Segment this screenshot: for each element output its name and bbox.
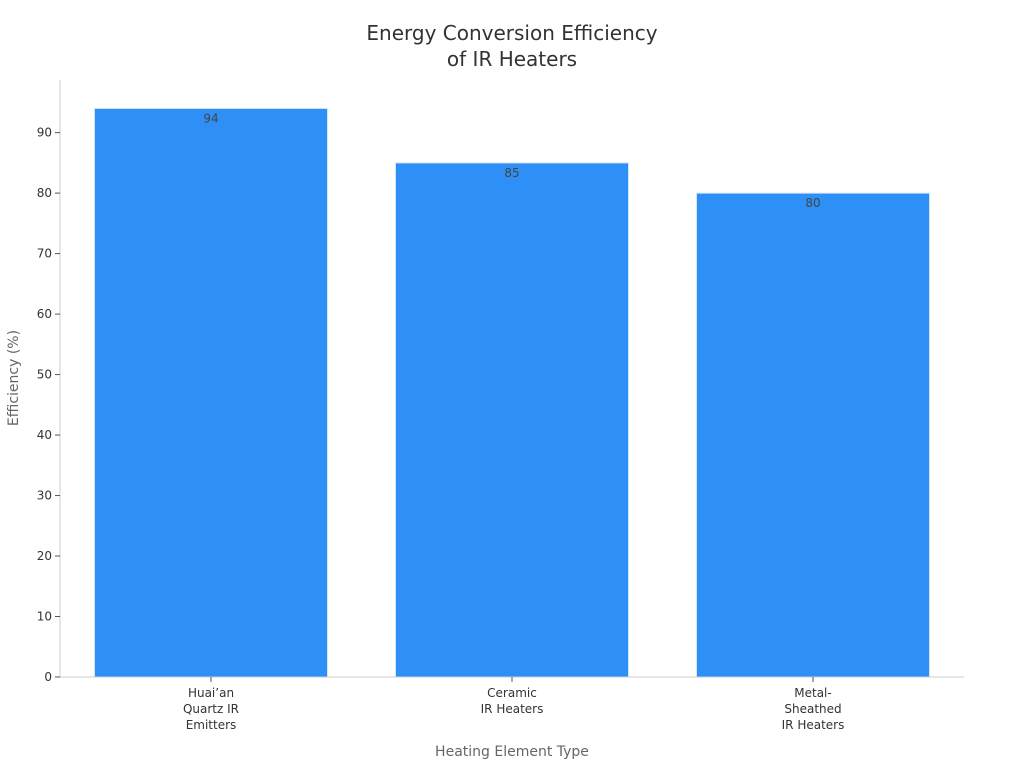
y-tick-label-80: 80	[37, 186, 52, 200]
x-tick-label-3: Metal-Sheathed IR Heaters	[782, 686, 845, 732]
data-labels-group: 94 85 80	[203, 111, 820, 210]
y-tick-label-20: 20	[37, 549, 52, 563]
y-tick-label-50: 50	[37, 368, 52, 382]
data-label-1: 94	[203, 111, 218, 125]
x-tick-label-2: Ceramic IR Heaters	[481, 686, 544, 716]
x-axis-ticks: Huai’an Quartz IR Emitters Ceramic IR Heater…	[183, 677, 844, 732]
y-tick-label-70: 70	[37, 247, 52, 261]
data-label-3: 80	[805, 196, 820, 210]
chart-title-line-1: Energy Conversion Efficiency	[366, 21, 657, 45]
bar-3	[695, 192, 931, 678]
y-tick-label-0: 0	[44, 670, 52, 684]
bars-group	[93, 107, 931, 678]
y-tick-label-10: 10	[37, 610, 52, 624]
y-tick-label-90: 90	[37, 126, 52, 140]
y-axis-label: Efficiency (%)	[6, 330, 22, 426]
y-axis-ticks: 0 10 20 30 40 50 60 70 80 90	[37, 126, 60, 684]
data-label-2: 85	[504, 166, 519, 180]
bar-1	[93, 107, 329, 678]
bar-2	[394, 162, 630, 678]
chart-title: Energy Conversion Efficiency of IR Heate…	[366, 21, 657, 71]
chart-title-line-2: of IR Heaters	[447, 47, 577, 71]
y-tick-label-40: 40	[37, 428, 52, 442]
y-tick-label-60: 60	[37, 307, 52, 321]
y-tick-label-30: 30	[37, 489, 52, 503]
x-tick-label-1: Huai’an Quartz IR Emitters	[183, 686, 239, 732]
x-axis-label: Heating Element Type	[435, 744, 589, 760]
